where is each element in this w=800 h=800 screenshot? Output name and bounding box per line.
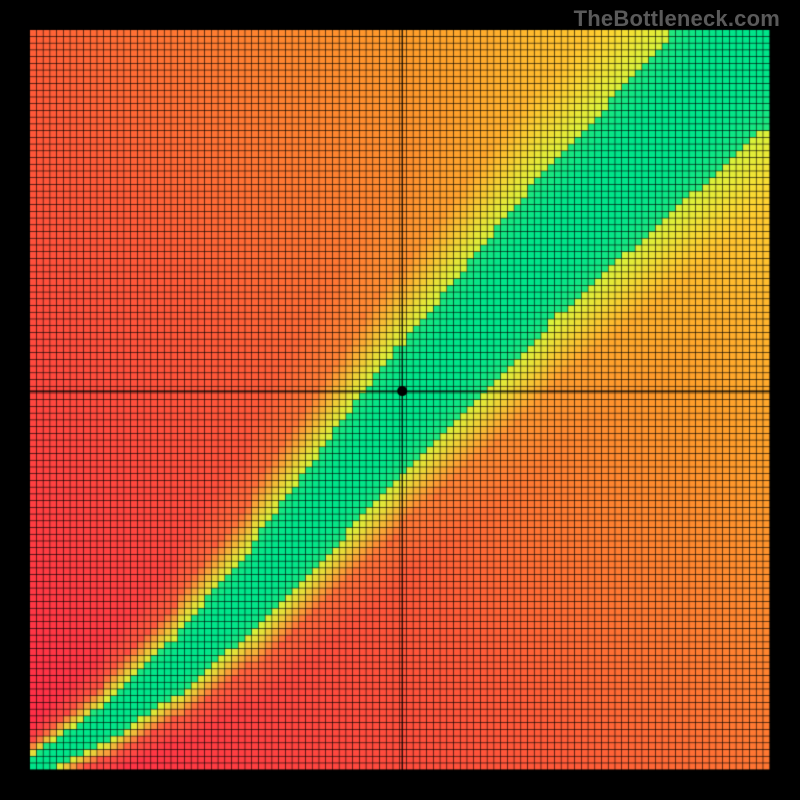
watermark-text: TheBottleneck.com [574, 6, 780, 32]
bottleneck-heatmap [0, 0, 800, 800]
chart-container: TheBottleneck.com [0, 0, 800, 800]
